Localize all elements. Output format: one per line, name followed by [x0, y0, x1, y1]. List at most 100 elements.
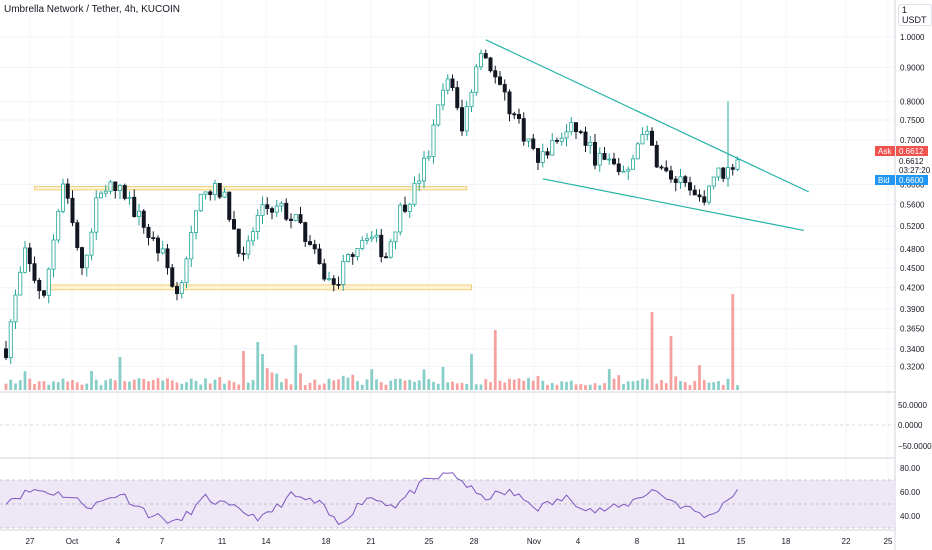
candle-body: [531, 138, 536, 149]
candle-body: [298, 214, 303, 224]
volume-bar: [265, 368, 269, 390]
currency-unit-badge[interactable]: 1 USDT: [898, 4, 932, 26]
candle-body: [279, 202, 284, 207]
volume-bar: [702, 380, 706, 390]
volume-bar: [446, 382, 450, 390]
volume-bar: [232, 382, 236, 390]
candle-body: [431, 124, 436, 157]
candle-body: [136, 210, 141, 217]
volume-bar: [379, 382, 383, 390]
volume-bar: [56, 382, 60, 390]
volume-bar: [289, 384, 293, 390]
candle-body: [483, 53, 488, 59]
volume-bar: [4, 383, 8, 390]
support-resistance-zone[interactable]: [48, 284, 472, 291]
candle-body: [174, 285, 179, 295]
volume-bar: [726, 378, 730, 390]
volume-bar: [512, 379, 516, 390]
candle-body: [355, 248, 360, 257]
candle-body: [379, 234, 384, 258]
volume-bar: [403, 380, 407, 390]
chart-title: Umbrella Network / Tether, 4h, KUCOIN: [4, 4, 180, 15]
candle-body: [407, 203, 412, 212]
volume-bar: [546, 384, 549, 390]
candle-body: [440, 89, 445, 106]
volume-bar: [9, 379, 13, 390]
candle-body: [526, 138, 531, 142]
candle-body: [545, 151, 550, 156]
volume-bar: [37, 381, 41, 390]
volume-bar: [61, 378, 65, 390]
trendline[interactable]: [542, 178, 805, 232]
volume-bar: [622, 383, 625, 390]
candle-body: [132, 196, 137, 217]
candle-body: [631, 158, 636, 170]
candle-body: [412, 182, 417, 205]
time-tick-label: 7: [160, 537, 165, 546]
volume-bar: [527, 378, 530, 390]
trendline[interactable]: [485, 39, 810, 193]
candle-body: [497, 76, 502, 85]
volume-bar: [384, 384, 388, 390]
candle-body: [421, 157, 426, 182]
candle-body: [312, 244, 317, 250]
rsi-tick-label: 80.00: [900, 464, 921, 473]
volume-bar: [47, 384, 51, 390]
candle-body: [51, 239, 56, 270]
candle-body: [474, 66, 479, 93]
candle-body: [32, 263, 37, 281]
ask-tag: Ask 0.6612: [875, 146, 928, 156]
candle-body: [502, 84, 507, 93]
candle-body: [37, 280, 42, 292]
candle-body: [635, 143, 640, 160]
volume-bar: [180, 383, 184, 390]
volume-bar: [75, 382, 79, 390]
candle-body: [593, 141, 598, 166]
volume-bar: [261, 354, 264, 390]
volume-bar: [398, 378, 402, 390]
candle-body: [540, 151, 545, 163]
volume-bars: [4, 294, 739, 390]
volume-bar: [517, 378, 521, 390]
candle-body: [155, 237, 160, 254]
candle-body: [65, 183, 70, 199]
volume-bar: [712, 382, 716, 390]
volume-bar: [147, 381, 150, 390]
candle-body: [127, 196, 132, 199]
price-axis[interactable]: 1.0000 0.9000 0.8000 0.7500 0.7000 0.6000 0.56…: [900, 33, 925, 371]
candle-body: [393, 231, 398, 243]
volume-bar: [669, 336, 673, 390]
volume-bar: [104, 380, 108, 390]
volume-bar: [227, 380, 231, 390]
candle-body: [27, 247, 32, 265]
volume-bar: [541, 380, 545, 390]
candle-body: [288, 218, 293, 221]
time-axis[interactable]: 27 Oct 4 7 11 14 18 21 25 28 Nov 4 8 11 15 18 22 25: [26, 537, 893, 546]
rsi-axis[interactable]: 80.00 60.00 40.00: [900, 464, 921, 521]
volume-bar: [85, 383, 89, 390]
candle-body: [350, 254, 355, 257]
support-resistance-zone[interactable]: [34, 185, 468, 191]
price-tick-label: 0.7000: [900, 136, 925, 145]
candle-body: [141, 210, 146, 228]
candle-body: [80, 247, 85, 269]
candle-body: [536, 148, 541, 163]
oscillator-tick-label: 50.0000: [898, 401, 927, 410]
candle-body: [507, 91, 512, 115]
candle-body: [402, 204, 407, 212]
candle-body: [189, 232, 194, 260]
candle-body: [450, 78, 455, 88]
candle-body: [113, 181, 118, 191]
candle-body: [521, 118, 526, 142]
oscillator-axis[interactable]: 50.0000 0.0000 −50.0000: [898, 401, 932, 451]
candle-body: [227, 191, 232, 220]
candle-body: [89, 231, 94, 256]
rsi-line: [5, 472, 738, 525]
candle-body: [388, 241, 393, 258]
time-tick-label: 15: [737, 537, 746, 546]
candle-body: [4, 348, 9, 359]
candle-body: [493, 70, 498, 78]
candle-body: [22, 247, 27, 273]
volume-bar: [650, 312, 654, 390]
